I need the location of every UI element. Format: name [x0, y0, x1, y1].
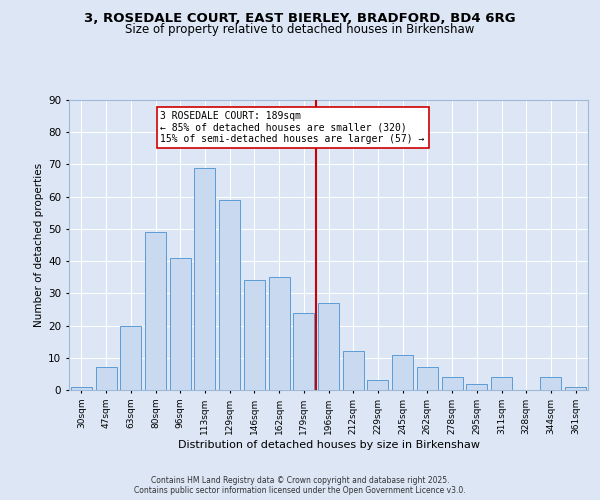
Bar	[417, 368, 438, 390]
Bar	[367, 380, 388, 390]
Bar	[145, 232, 166, 390]
Bar	[343, 352, 364, 390]
Text: Size of property relative to detached houses in Birkenshaw: Size of property relative to detached ho…	[125, 22, 475, 36]
Bar	[71, 387, 92, 390]
Text: 3, ROSEDALE COURT, EAST BIERLEY, BRADFORD, BD4 6RG: 3, ROSEDALE COURT, EAST BIERLEY, BRADFOR…	[84, 12, 516, 26]
Bar	[541, 377, 562, 390]
Text: Contains HM Land Registry data © Crown copyright and database right 2025.
Contai: Contains HM Land Registry data © Crown c…	[134, 476, 466, 495]
Bar	[170, 258, 191, 390]
Text: 3 ROSEDALE COURT: 189sqm
← 85% of detached houses are smaller (320)
15% of semi-: 3 ROSEDALE COURT: 189sqm ← 85% of detach…	[160, 112, 425, 144]
Bar	[194, 168, 215, 390]
Bar	[95, 368, 116, 390]
Bar	[442, 377, 463, 390]
X-axis label: Distribution of detached houses by size in Birkenshaw: Distribution of detached houses by size …	[178, 440, 479, 450]
Bar	[466, 384, 487, 390]
Y-axis label: Number of detached properties: Number of detached properties	[34, 163, 44, 327]
Bar	[219, 200, 240, 390]
Bar	[293, 312, 314, 390]
Bar	[491, 377, 512, 390]
Bar	[269, 277, 290, 390]
Bar	[318, 303, 339, 390]
Bar	[565, 387, 586, 390]
Bar	[392, 354, 413, 390]
Bar	[244, 280, 265, 390]
Bar	[120, 326, 141, 390]
